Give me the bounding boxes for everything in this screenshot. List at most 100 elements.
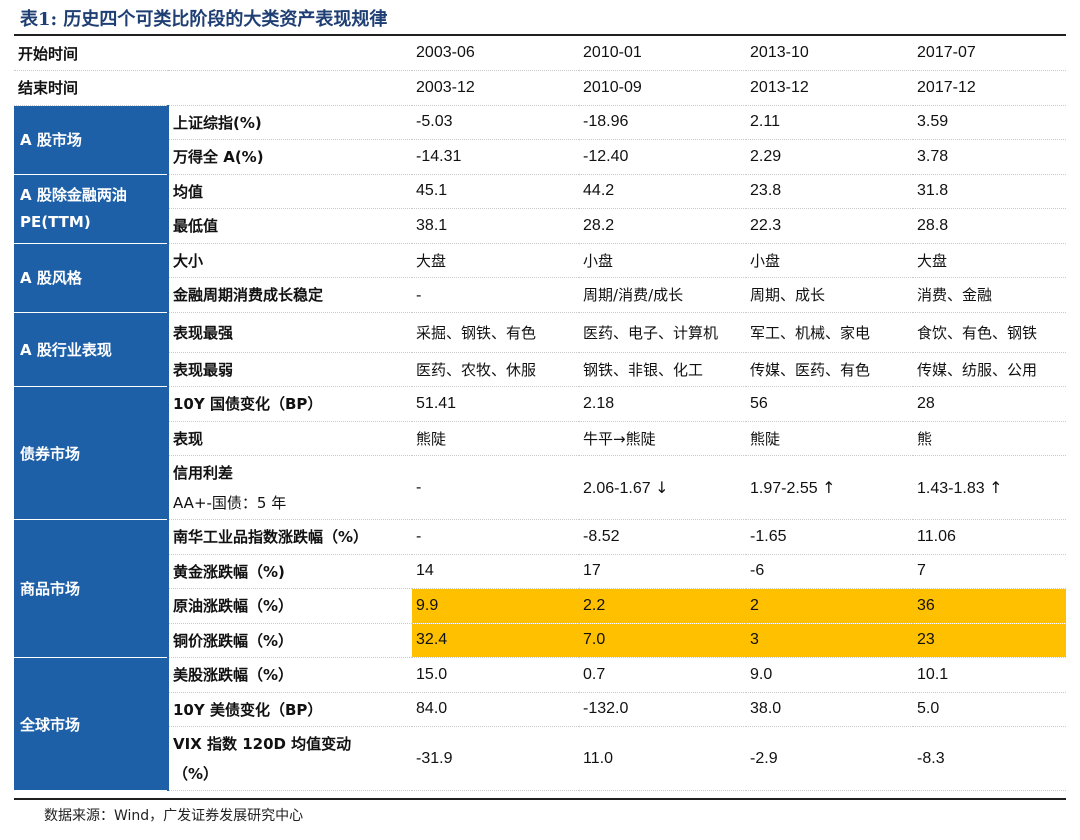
cell: 2013-12 [746,70,914,106]
cell: -31.9 [412,726,580,791]
cell: 2017-07 [913,36,1067,71]
cell: 消费、金融 [913,277,1067,313]
row-label: 10Y 美债变化（BP） [166,692,413,727]
cell: -12.40 [579,139,747,175]
cell: 28.8 [913,208,1067,244]
cell-value: - [416,478,422,496]
cell: 9.0 [746,657,914,693]
cell: 2013-10 [746,36,914,71]
row-label: 上证综指(%) [166,105,413,140]
cell: 23.8 [746,174,914,209]
start-time-label: 开始时间 [14,36,413,71]
cell: 51.41 [412,386,580,422]
cell: - [412,455,580,520]
table-row: PE(TTM) 最低值 38.1 28.2 22.3 28.8 [14,208,1067,244]
row-end-time: 结束时间 2003-12 2010-09 2013-12 2017-12 [14,70,1067,106]
cell: 7 [913,554,1067,589]
category-pe-line1: A 股除金融两油 [14,174,168,209]
row-label-line1: 信用利差 [173,463,234,482]
cell: 36 [913,588,1067,624]
cell: 2003-06 [412,36,580,71]
cell: 2.06-1.67 ↓ [579,455,747,520]
cell: -14.31 [412,139,580,175]
top-rule [14,34,1066,36]
row-label: 万得全 A(%) [166,139,413,175]
cell: -6 [746,554,914,589]
table-row: VIX 指数 120D 均值变动 （%） -31.9 11.0 -2.9 -8.… [14,726,1067,791]
cell: 1.97-2.55 ↑ [746,455,914,520]
row-label: 均值 [166,174,413,209]
table-row: 黄金涨跌幅（%) 14 17 -6 7 [14,554,1067,589]
row-label: 原油涨跌幅（%） [166,588,413,624]
category-style: A 股风格 [14,243,168,313]
cell: 14 [412,554,580,589]
cell: 10.1 [913,657,1067,693]
cell: 3.78 [913,139,1067,175]
row-label: 10Y 国债变化（BP） [166,386,413,422]
cell-value: 2.06-1.67 [583,479,651,497]
table-row: 10Y 美债变化（BP） 84.0 -132.0 38.0 5.0 [14,692,1067,727]
cell: 3 [746,623,914,658]
arrow-up-icon: ↑ [822,477,836,497]
cell: 11.06 [913,519,1067,555]
cell: 熊陡 [746,421,914,456]
cell: -5.03 [412,105,580,140]
cell: 采掘、钢铁、有色 [412,312,580,353]
cell: 2010-01 [579,36,747,71]
table-row: 表现最弱 医药、农牧、休服 钢铁、非银、化工 传媒、医药、有色 传媒、纺服、公用 [14,352,1067,387]
row-label-vix: VIX 指数 120D 均值变动 （%） [166,726,413,791]
cell: 56 [746,386,914,422]
cell: -2.9 [746,726,914,791]
row-label: 最低值 [166,208,413,244]
cell: 38.0 [746,692,914,727]
cell-value: 1.97-2.55 [750,479,818,497]
table-row-highlighted: 铜价涨跌幅（%） 32.4 7.0 3 23 [14,623,1067,658]
table-row: 全球市场 美股涨跌幅（%） 15.0 0.7 9.0 10.1 [14,657,1067,791]
table-row: A 股行业表现 表现最强 采掘、钢铁、有色 医药、电子、计算机 军工、机械、家电… [14,312,1067,387]
cell: 小盘 [579,243,747,278]
cell: 0.7 [579,657,747,693]
table-row-highlighted: 原油涨跌幅（%） 9.9 2.2 2 36 [14,588,1067,624]
cell: 大盘 [412,243,580,278]
cell: 医药、电子、计算机 [579,312,747,353]
cell: 22.3 [746,208,914,244]
row-label-credit-spread: 信用利差 AA+-国债：5 年 [166,455,413,520]
table-row: A 股市场 上证综指(%) -5.03 -18.96 2.11 3.59 [14,105,1067,175]
cell: 熊 [913,421,1067,456]
cell: -8.3 [913,726,1067,791]
cell: 5.0 [913,692,1067,727]
cell: 传媒、医药、有色 [746,352,914,387]
category-pe-line2: PE(TTM) [14,208,168,244]
cell: -8.52 [579,519,747,555]
row-label: 表现最强 [166,312,413,353]
cell: 7.0 [579,623,747,658]
table-row: A 股除金融两油 均值 45.1 44.2 23.8 31.8 [14,174,1067,209]
cell-value: 1.43-1.83 [917,479,985,497]
cell: 2.11 [746,105,914,140]
cell: 38.1 [412,208,580,244]
arrow-down-icon: ↓ [655,477,669,497]
cell: 传媒、纺服、公用 [913,352,1067,387]
table-row: 信用利差 AA+-国债：5 年 - 2.06-1.67 ↓ 1.97-2.55 … [14,455,1067,520]
cell: 钢铁、非银、化工 [579,352,747,387]
row-label-line2: AA+-国债：5 年 [173,493,287,512]
row-label-line2: （%） [173,764,219,783]
cell: 2 [746,588,914,624]
row-label: 表现最弱 [166,352,413,387]
arrow-up-icon: ↑ [989,477,1003,497]
cell: 2.29 [746,139,914,175]
bottom-rule [14,798,1066,800]
cell: 食饮、有色、钢铁 [913,312,1067,353]
cell: 周期/消费/成长 [579,277,747,313]
table-row: 万得全 A(%) -14.31 -12.40 2.29 3.78 [14,139,1067,175]
category-industry: A 股行业表现 [14,312,168,387]
cell: 31.8 [913,174,1067,209]
row-label: 金融周期消费成长稳定 [166,277,413,313]
cell: 28.2 [579,208,747,244]
table-row: 表现 熊陡 牛平→熊陡 熊陡 熊 [14,421,1067,456]
cell: 周期、成长 [746,277,914,313]
row-start-time: 开始时间 2003-06 2010-01 2013-10 2017-07 [14,36,1067,71]
row-label: 美股涨跌幅（%） [166,657,413,693]
cell: 45.1 [412,174,580,209]
cell: 23 [913,623,1067,658]
